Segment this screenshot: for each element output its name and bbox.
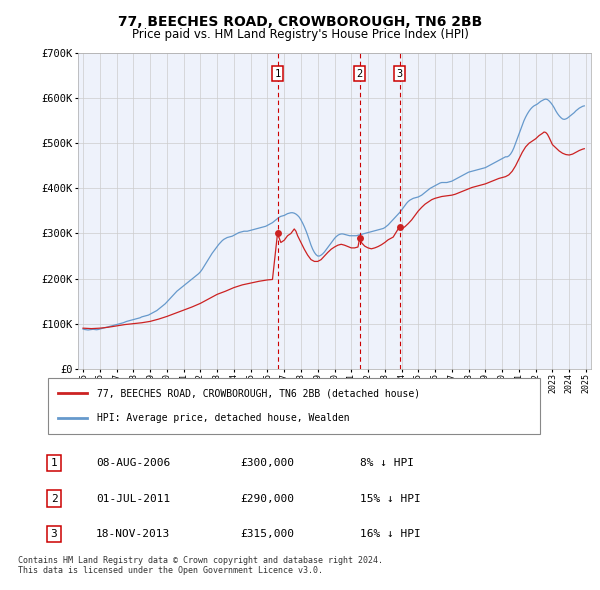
Text: 3: 3 bbox=[50, 529, 58, 539]
Text: 77, BEECHES ROAD, CROWBOROUGH, TN6 2BB (detached house): 77, BEECHES ROAD, CROWBOROUGH, TN6 2BB (… bbox=[97, 388, 421, 398]
Text: 15% ↓ HPI: 15% ↓ HPI bbox=[360, 494, 421, 503]
FancyBboxPatch shape bbox=[48, 378, 540, 434]
Text: £315,000: £315,000 bbox=[240, 529, 294, 539]
Text: 08-AUG-2006: 08-AUG-2006 bbox=[96, 458, 170, 468]
Text: 1: 1 bbox=[274, 68, 281, 78]
Text: 2: 2 bbox=[356, 68, 363, 78]
Text: 1: 1 bbox=[50, 458, 58, 468]
Text: 3: 3 bbox=[397, 68, 403, 78]
Text: HPI: Average price, detached house, Wealden: HPI: Average price, detached house, Weal… bbox=[97, 413, 350, 423]
Text: 16% ↓ HPI: 16% ↓ HPI bbox=[360, 529, 421, 539]
Text: £300,000: £300,000 bbox=[240, 458, 294, 468]
Text: Price paid vs. HM Land Registry's House Price Index (HPI): Price paid vs. HM Land Registry's House … bbox=[131, 28, 469, 41]
Text: Contains HM Land Registry data © Crown copyright and database right 2024.
This d: Contains HM Land Registry data © Crown c… bbox=[18, 556, 383, 575]
Text: 2: 2 bbox=[50, 494, 58, 503]
Text: 8% ↓ HPI: 8% ↓ HPI bbox=[360, 458, 414, 468]
Text: £290,000: £290,000 bbox=[240, 494, 294, 503]
Text: 18-NOV-2013: 18-NOV-2013 bbox=[96, 529, 170, 539]
Text: 01-JUL-2011: 01-JUL-2011 bbox=[96, 494, 170, 503]
Text: 77, BEECHES ROAD, CROWBOROUGH, TN6 2BB: 77, BEECHES ROAD, CROWBOROUGH, TN6 2BB bbox=[118, 15, 482, 29]
